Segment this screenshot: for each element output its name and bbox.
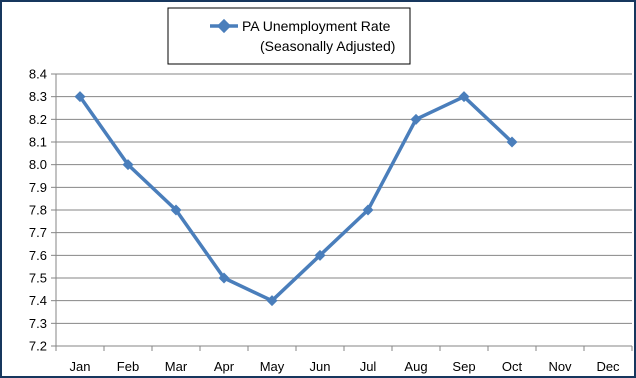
y-tick-label-7.2: 7.2 bbox=[29, 339, 47, 354]
legend: PA Unemployment Rate (Seasonally Adjuste… bbox=[167, 7, 411, 65]
y-tick-label-8.4: 8.4 bbox=[29, 67, 47, 82]
y-tick-label-8.0: 8.0 bbox=[29, 157, 47, 172]
x-tick-label-jun: Jun bbox=[310, 359, 331, 374]
y-tick-label-7.7: 7.7 bbox=[29, 225, 47, 240]
data-point-sep bbox=[458, 91, 470, 103]
data-point-jan bbox=[74, 91, 86, 103]
series-line-group bbox=[74, 91, 518, 307]
x-tick-label-oct: Oct bbox=[502, 359, 523, 374]
x-tick-label-mar: Mar bbox=[165, 359, 188, 374]
x-tick-label-feb: Feb bbox=[117, 359, 139, 374]
data-point-aug bbox=[410, 113, 422, 125]
y-tick-label-8.1: 8.1 bbox=[29, 135, 47, 150]
axes bbox=[51, 73, 633, 351]
y-tick-label-7.6: 7.6 bbox=[29, 248, 47, 263]
series-line bbox=[78, 94, 514, 303]
legend-label-line-2: (Seasonally Adjusted) bbox=[260, 38, 395, 54]
data-point-jul bbox=[362, 204, 374, 216]
y-tick-label-8.3: 8.3 bbox=[29, 89, 47, 104]
data-point-oct bbox=[506, 136, 518, 148]
legend-label-line-1: PA Unemployment Rate bbox=[242, 18, 391, 34]
gridlines bbox=[56, 73, 632, 324]
x-axis-tick-labels: Jan Feb Mar Apr May Jun Jul Aug Sep Oct Nov Dec bbox=[70, 359, 621, 374]
x-tick-label-may: May bbox=[260, 359, 285, 374]
x-tick-label-sep: Sep bbox=[452, 359, 475, 374]
data-point-feb bbox=[122, 159, 134, 171]
y-tick-label-7.8: 7.8 bbox=[29, 203, 47, 218]
data-point-apr bbox=[218, 272, 230, 284]
y-tick-label-7.9: 7.9 bbox=[29, 180, 47, 195]
legend-box bbox=[167, 7, 411, 65]
x-tick-label-apr: Apr bbox=[214, 359, 235, 374]
y-tick-label-7.4: 7.4 bbox=[29, 293, 47, 308]
x-tick-label-nov: Nov bbox=[548, 359, 572, 374]
x-tick-label-dec: Dec bbox=[596, 359, 620, 374]
x-tick-label-aug: Aug bbox=[404, 359, 427, 374]
x-tick-label-jul: Jul bbox=[360, 359, 377, 374]
data-point-jun bbox=[314, 249, 326, 261]
y-tick-label-8.2: 8.2 bbox=[29, 112, 47, 127]
x-tick-label-jan: Jan bbox=[70, 359, 91, 374]
y-tick-label-7.3: 7.3 bbox=[29, 316, 47, 331]
data-point-may bbox=[266, 295, 278, 307]
data-point-mar bbox=[170, 204, 182, 216]
y-tick-label-7.5: 7.5 bbox=[29, 271, 47, 286]
y-axis-tick-labels: 7.2 7.3 7.4 7.5 7.6 7.7 7.8 7.9 8.0 8.1 8.2 8.3 8.4 bbox=[29, 67, 47, 354]
